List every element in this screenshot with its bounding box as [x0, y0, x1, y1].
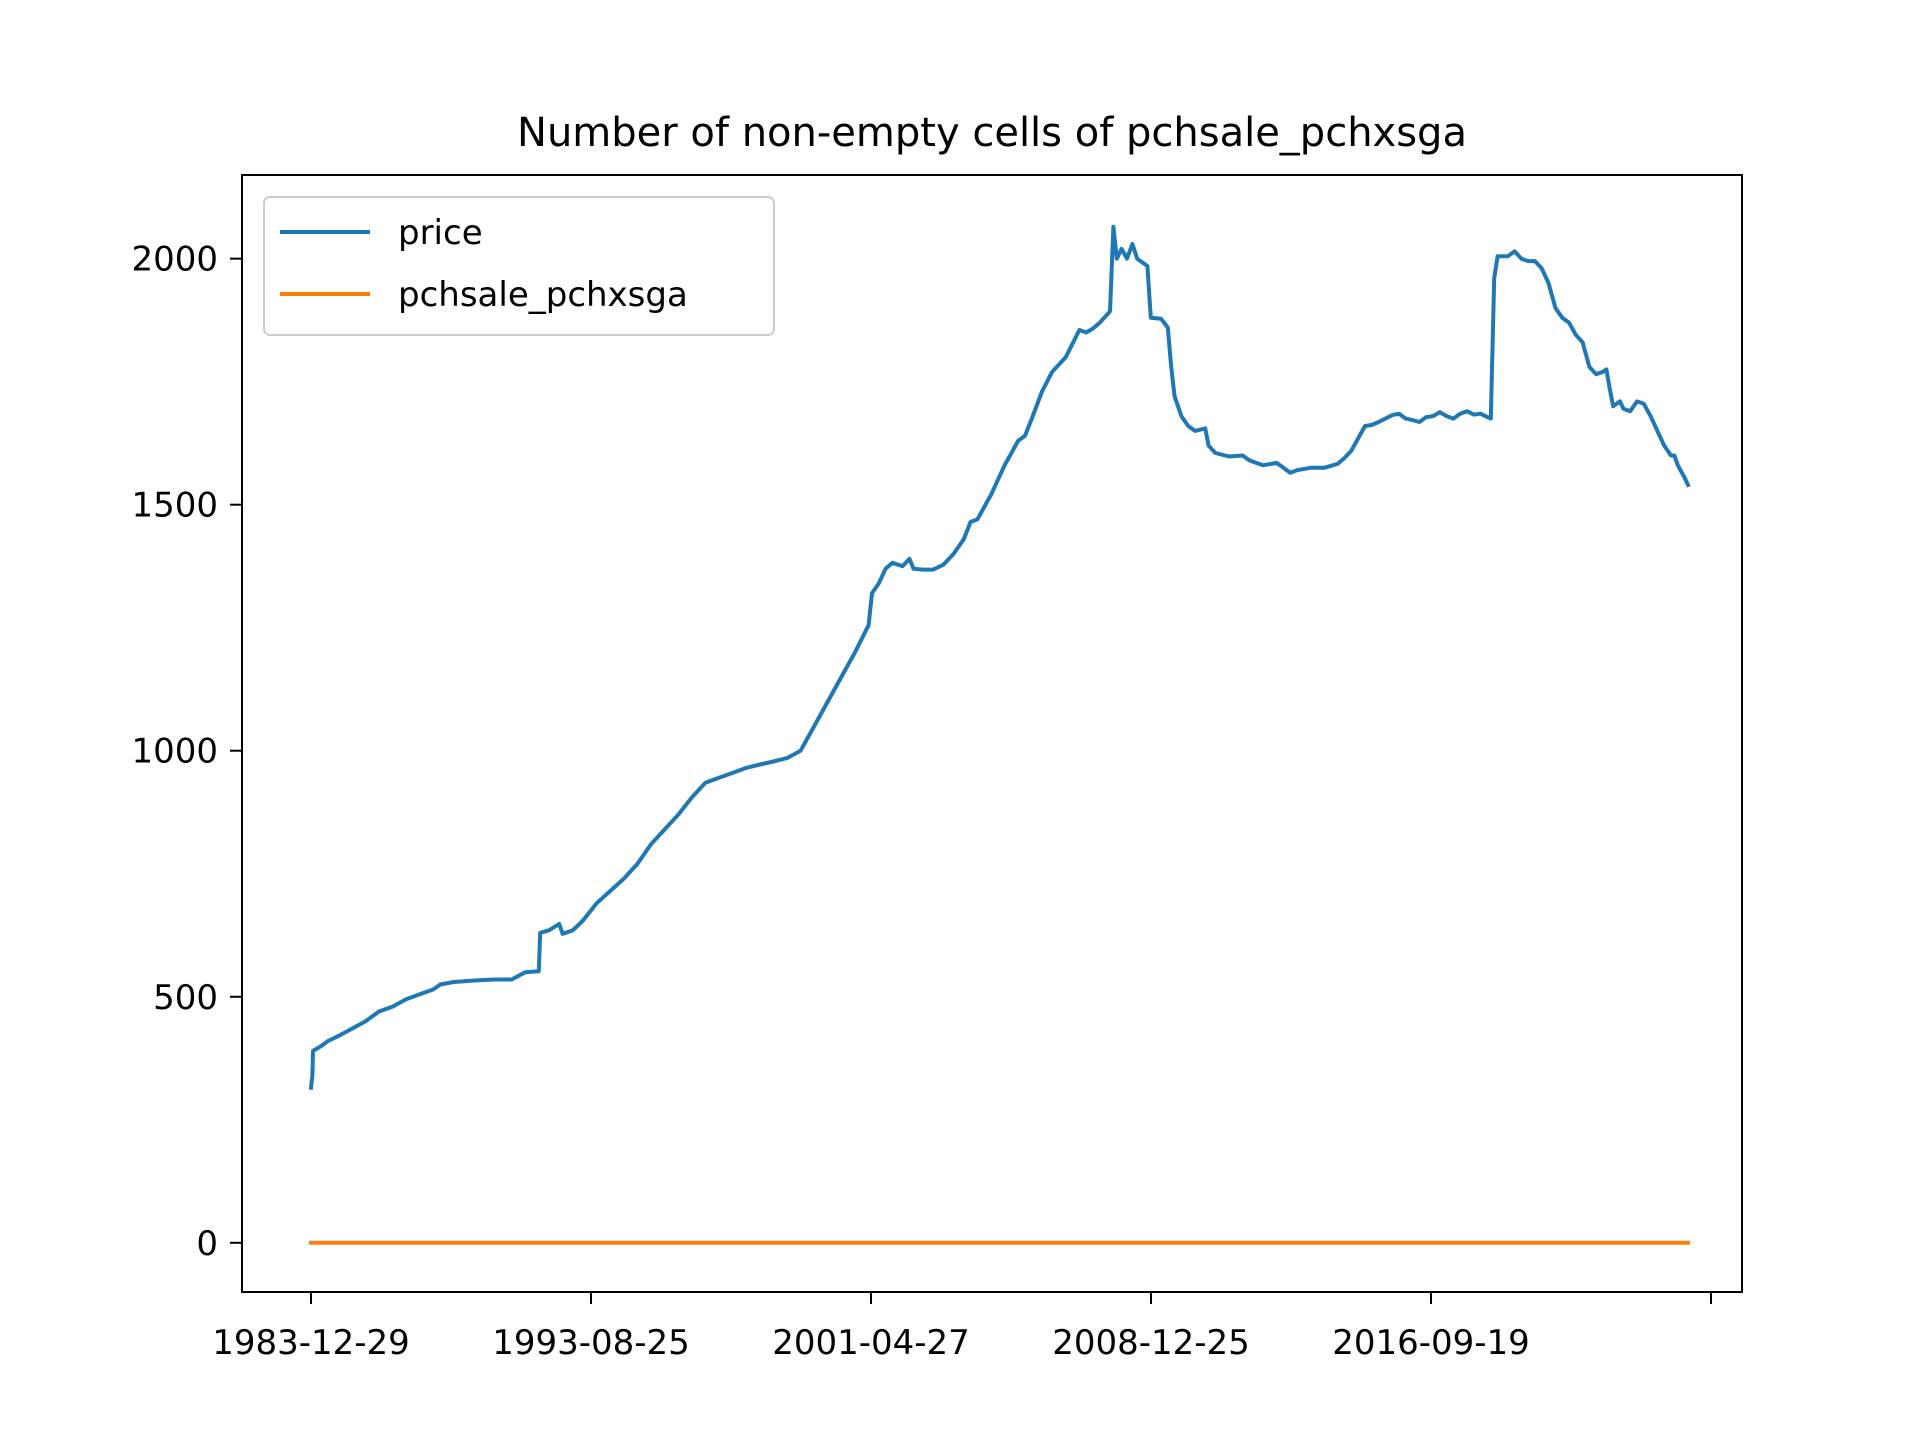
- x-tick-label: 2008-12-25: [1052, 1323, 1250, 1363]
- y-tick-label: 1000: [131, 732, 218, 772]
- chart-title: Number of non-empty cells of pchsale_pch…: [517, 110, 1467, 156]
- x-tick-label: 2016-09-19: [1332, 1323, 1530, 1363]
- legend-label: price: [398, 213, 483, 253]
- y-tick-label: 500: [153, 978, 218, 1018]
- x-tick-label: 1993-08-25: [492, 1323, 690, 1363]
- legend: price pchsale_pchxsga: [263, 196, 775, 336]
- y-tick-label: 2000: [131, 240, 218, 280]
- x-axis: 1983-12-29 1993-08-25 2001-04-27 2008-12-25…: [212, 1292, 1712, 1363]
- y-tick-label: 1500: [131, 486, 218, 526]
- x-tick-label: 2001-04-27: [772, 1323, 970, 1363]
- series-layer: [308, 224, 1691, 1245]
- legend-box: [263, 196, 775, 336]
- series-line-price: [308, 224, 1691, 1091]
- legend-label: pchsale_pchxsga: [398, 275, 688, 315]
- plot-frame: [241, 174, 1743, 1293]
- y-tick-label: 0: [196, 1224, 218, 1264]
- x-tick-label: 1983-12-29: [212, 1323, 410, 1363]
- y-axis: 0 500 1000 1500 2000: [131, 240, 242, 1264]
